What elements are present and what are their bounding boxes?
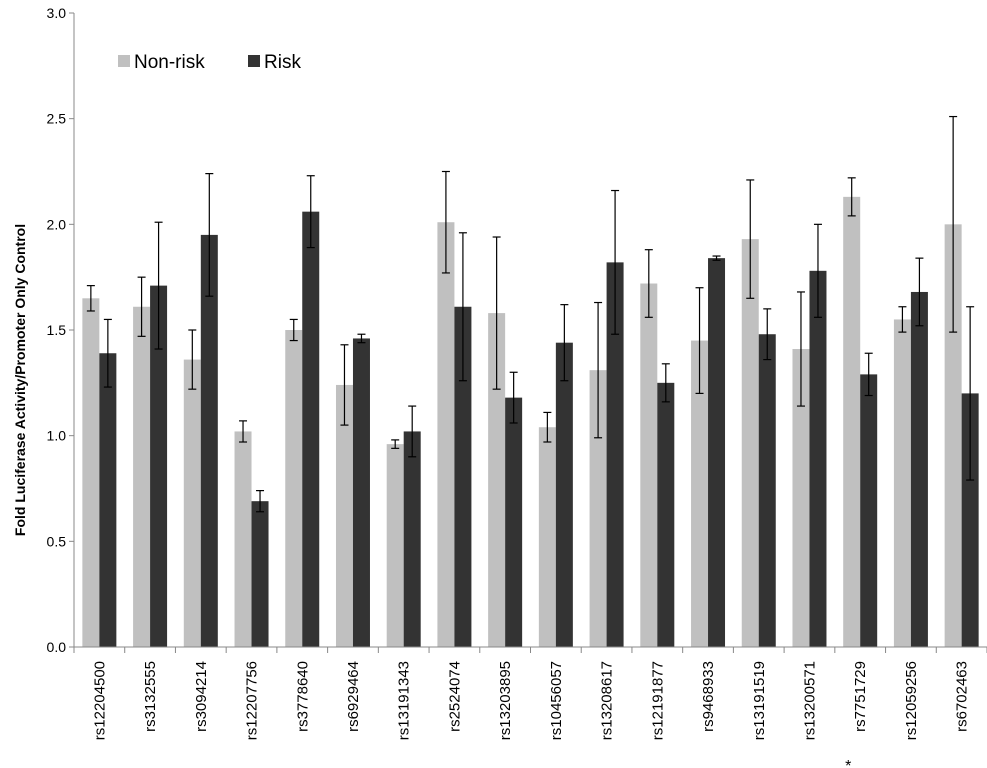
x-tick-label: rs13203895 [497,661,514,740]
bar-non-risk [741,239,759,648]
bar-risk [961,393,979,647]
bar-non-risk [335,384,353,647]
y-tick-label: 0.0 [47,639,67,655]
bar-non-risk [893,319,911,647]
bar-non-risk [82,298,100,647]
y-axis-ticks: 0.0 0.5 1.0 1.5 2.0 2.5 3.0 [47,5,74,655]
bar-risk [910,291,928,647]
x-tick-label: rs2524074 [446,661,463,732]
bar-risk [302,211,320,648]
legend-swatch-non-risk [118,55,130,67]
x-tick-label: rs12207756 [244,661,261,740]
bar-risk [555,342,573,647]
x-tick-label: rs3778640 [294,661,311,732]
bars [82,196,979,648]
bar-risk [454,306,472,647]
bar-risk [606,262,624,647]
bar-non-risk [437,222,455,647]
x-tick-label: rs7751729 [852,661,869,732]
y-tick-label: 2.5 [47,111,67,127]
bar-risk [251,501,269,647]
x-tick-label: rs13200571 [801,661,818,740]
legend-label-non-risk: Non-risk [134,52,205,73]
bar-risk [860,374,878,647]
bar-risk [708,258,726,647]
bar-non-risk [944,224,962,648]
bar-non-risk [691,340,709,647]
bar-risk [809,270,827,647]
x-tick-label: rs10456057 [548,661,565,740]
x-tick-label: rs3132555 [142,661,159,732]
bar-non-risk [183,359,201,647]
bar-risk [758,334,776,647]
x-tick-label: rs12059256 [903,661,920,740]
y-tick-label: 0.5 [47,533,67,549]
x-tick-label: rs12204500 [91,661,108,740]
bar-risk [150,285,168,647]
bar-non-risk [285,330,303,647]
legend-label-risk: Risk [264,52,301,73]
bar-risk [403,431,421,647]
bar-risk [352,338,370,647]
bar-non-risk [234,431,252,647]
x-tick-label: rs13208617 [599,661,616,740]
bar-non-risk [538,427,556,647]
bar-non-risk [843,196,861,648]
x-tick-label: rs13191343 [396,661,413,740]
bar-non-risk [640,283,658,647]
x-tick-label: rs6929464 [345,661,362,732]
bar-risk [200,234,218,647]
y-tick-label: 1.0 [47,428,67,444]
legend: Non-risk Risk [118,52,301,73]
y-tick-label: 1.5 [47,322,67,338]
bar-non-risk [488,313,506,647]
legend-swatch-risk [248,55,260,67]
x-axis-ticks [73,647,987,653]
significance-marker: * [845,758,851,768]
x-tick-label: rs3094214 [193,661,210,732]
bar-non-risk [133,306,151,647]
bar-risk [657,382,675,647]
y-tick-label: 2.0 [47,216,67,232]
x-tick-label: rs13191519 [751,661,768,740]
bar-non-risk [386,444,404,647]
x-tick-label: rs9468933 [700,661,717,732]
x-tick-label: rs12191877 [649,661,666,740]
y-tick-label: 3.0 [47,5,67,21]
y-axis-label: Fold Luciferase Activity/Promoter Only C… [12,224,28,536]
x-tick-label: rs6702463 [954,661,971,732]
bar-risk [505,397,523,647]
bar-non-risk [589,370,607,647]
bar-non-risk [792,349,810,647]
bar-risk [99,353,117,647]
error-bars [86,115,975,513]
x-axis-labels: rs12204500 rs3132555 rs3094214 rs12207756 rs… [91,661,970,768]
